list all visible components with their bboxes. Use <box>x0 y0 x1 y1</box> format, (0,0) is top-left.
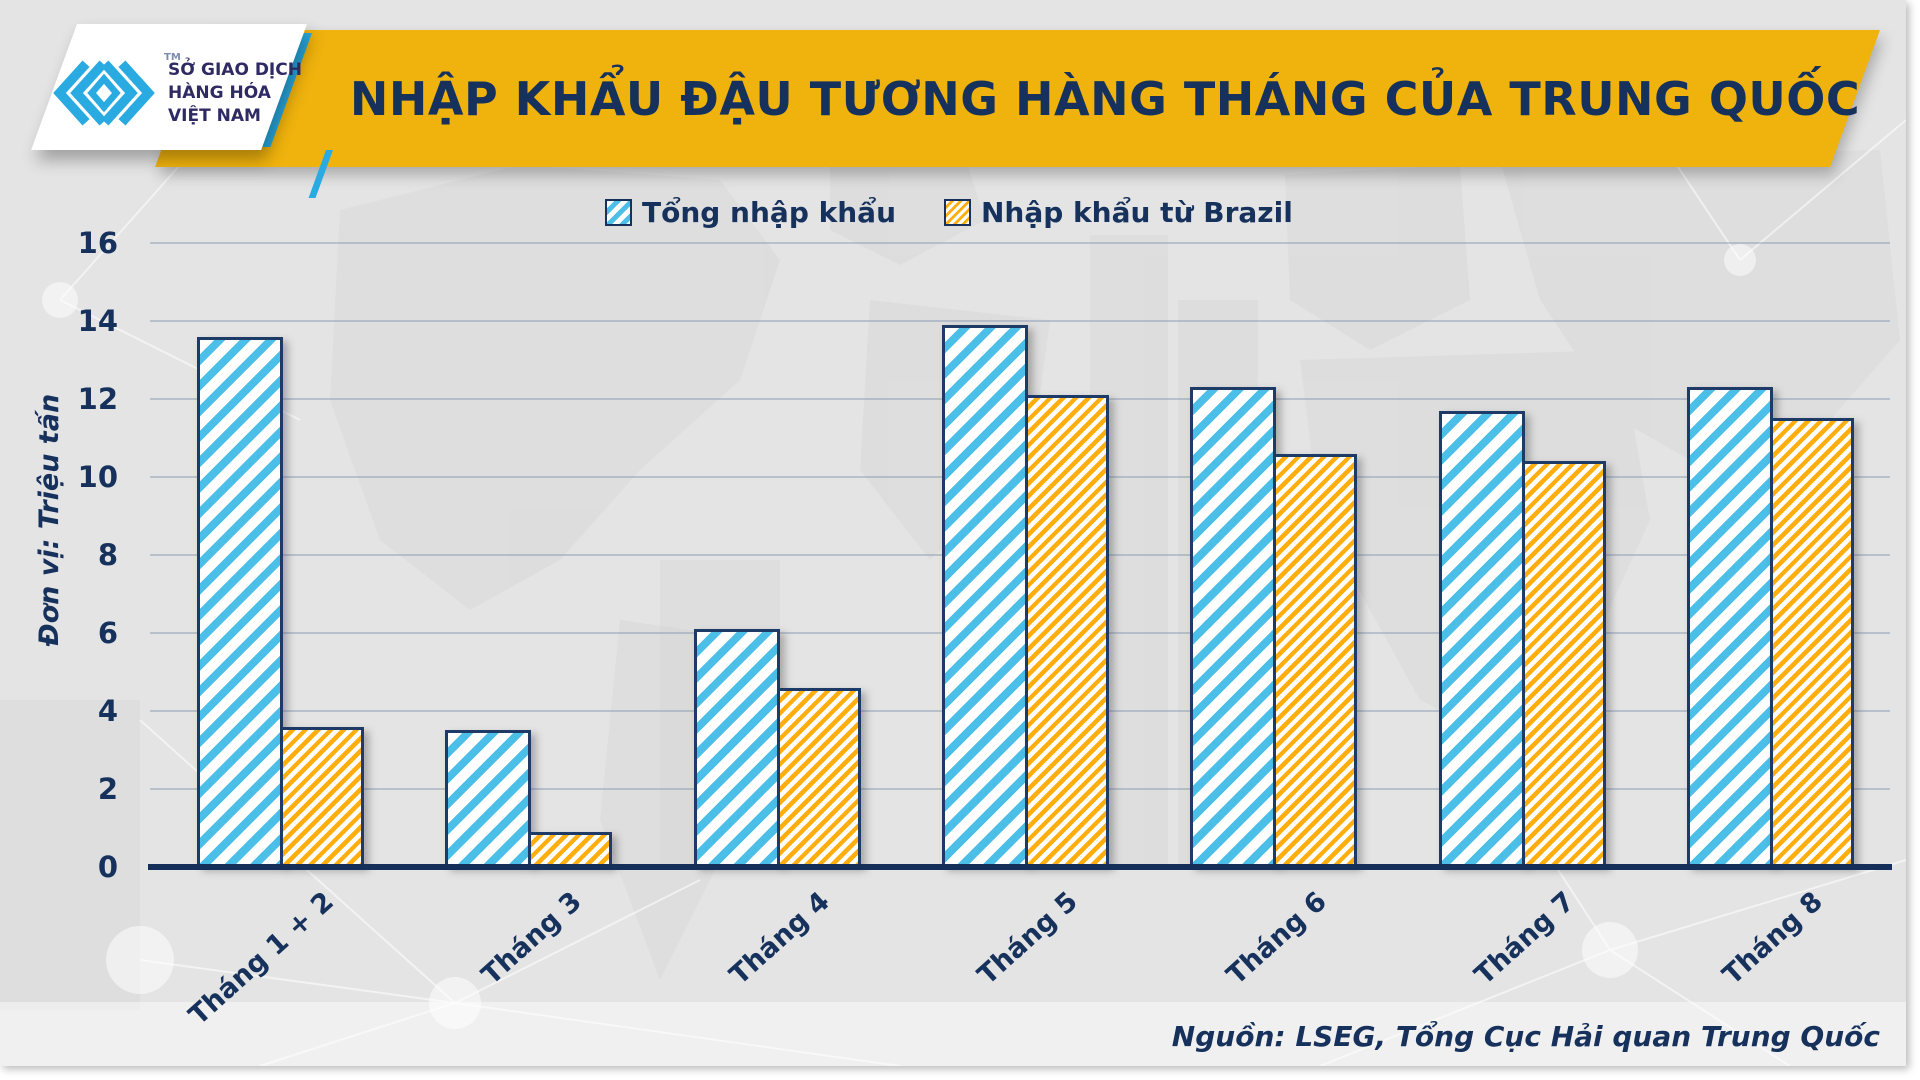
bar-total <box>941 325 1028 867</box>
bar-brazil <box>1273 454 1358 867</box>
bar-total <box>445 730 532 867</box>
page-title: NHẬP KHẨU ĐẬU TƯƠNG HÀNG THÁNG CỦA TRUNG… <box>349 71 1861 126</box>
source-note: Nguồn: LSEG, Tổng Cục Hải quan Trung Quố… <box>1171 1020 1880 1053</box>
y-tick-label: 2 <box>97 772 118 806</box>
bar-brazil <box>1769 418 1854 867</box>
logo-text-line3: VIỆT NAM <box>168 105 261 126</box>
bar-brazil <box>1024 395 1109 867</box>
x-tick-label: Tháng 3 <box>475 886 588 992</box>
y-tick-label: 8 <box>97 538 118 572</box>
bottom-strip-decoration <box>0 1002 1906 1066</box>
mxv-logo-icon <box>53 60 155 126</box>
x-tick-label: Tháng 6 <box>1220 886 1333 992</box>
x-tick-label: Tháng 5 <box>972 886 1085 992</box>
logo-text-line2: HÀNG HÓA <box>168 82 271 103</box>
bar-brazil <box>776 688 861 867</box>
legend-item-total: Tổng nhập khẩu <box>605 196 896 229</box>
bar-total <box>1438 411 1525 867</box>
x-tick-label: Tháng 1 + 2 <box>182 886 340 1032</box>
legend-swatch-total-icon <box>605 199 632 226</box>
logo-text-line1: SỞ GIAO DỊCH <box>168 59 302 80</box>
bar-brazil <box>280 727 364 867</box>
legend-label-brazil: Nhập khẩu từ Brazil <box>981 196 1293 229</box>
y-tick-label: 14 <box>77 304 118 338</box>
logo-text: SỞ GIAO DỊCH HÀNG HÓA VIỆT NAM <box>168 59 302 128</box>
y-tick-label: 10 <box>77 460 118 494</box>
legend: Tổng nhập khẩu Nhập khẩu từ Brazil <box>605 196 1293 229</box>
y-tick-label: 16 <box>77 226 118 260</box>
bar-total <box>197 337 283 867</box>
logo: TM SỞ GIAO DỊCH HÀNG HÓA VIỆT NAM <box>52 48 308 138</box>
x-tick-label: Tháng 4 <box>724 886 836 992</box>
bar-brazil <box>528 832 613 867</box>
y-tick-label: 6 <box>97 616 118 650</box>
y-tick-label: 12 <box>77 382 118 416</box>
y-tick-label: 4 <box>97 694 118 728</box>
legend-swatch-brazil-icon <box>944 199 971 226</box>
x-tick-label: Tháng 8 <box>1717 886 1830 992</box>
bar-total <box>1190 387 1277 867</box>
legend-label-total: Tổng nhập khẩu <box>642 196 896 229</box>
gridline <box>150 320 1890 322</box>
bar-total <box>1686 387 1773 867</box>
y-tick-label: 0 <box>97 850 118 884</box>
trademark-label: TM <box>164 52 181 63</box>
x-tick-label: Tháng 7 <box>1469 886 1581 992</box>
legend-item-brazil: Nhập khẩu từ Brazil <box>944 196 1293 229</box>
gridline <box>150 242 1890 244</box>
bar-brazil <box>1521 461 1606 867</box>
y-axis-title: Đơn vị: Triệu tấn <box>34 393 65 647</box>
x-axis-line <box>148 864 1892 870</box>
bar-total <box>693 629 780 867</box>
